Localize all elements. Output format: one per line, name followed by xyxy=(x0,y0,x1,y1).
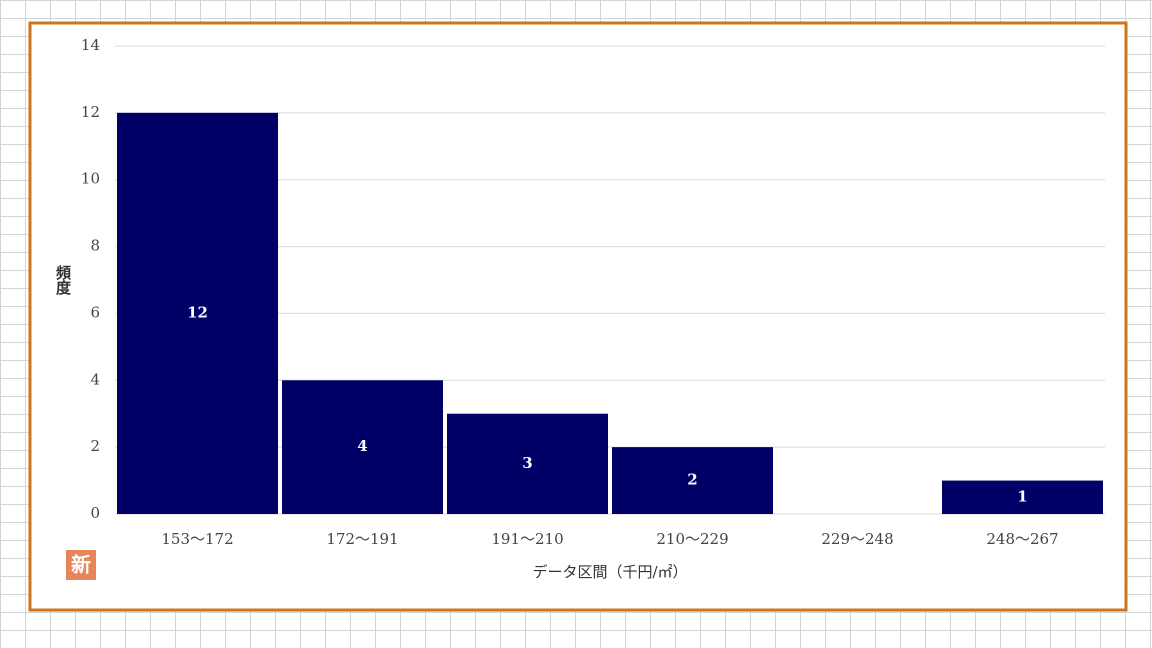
y-axis-title: 頻度 xyxy=(54,264,72,296)
y-tick-label: 0 xyxy=(90,504,100,522)
x-tick-label: 210～229 xyxy=(656,530,728,548)
bar xyxy=(942,480,1103,514)
data-label: 3 xyxy=(522,454,532,472)
bar xyxy=(117,112,278,514)
x-tick-label: 191～210 xyxy=(491,530,563,548)
y-tick-label: 2 xyxy=(90,437,100,455)
x-tick-label: 229～248 xyxy=(821,530,893,548)
y-tick-label: 4 xyxy=(90,370,100,388)
x-axis-title: データ区間（千円/㎡） xyxy=(532,563,687,581)
data-label: 1 xyxy=(1017,487,1027,505)
data-label: 12 xyxy=(187,303,208,321)
data-label: 2 xyxy=(687,471,697,489)
logo-badge xyxy=(66,550,96,580)
y-tick-label: 12 xyxy=(81,103,100,121)
bar xyxy=(282,380,443,514)
bar xyxy=(612,447,773,514)
bar xyxy=(447,413,608,514)
y-tick-label: 6 xyxy=(90,303,100,321)
x-tick-label: 172～191 xyxy=(326,530,398,548)
y-tick-label: 10 xyxy=(81,170,100,188)
x-tick-label: 153～172 xyxy=(161,530,233,548)
x-tick-label: 248～267 xyxy=(986,530,1058,548)
y-tick-label: 14 xyxy=(81,36,100,54)
y-tick-label: 8 xyxy=(90,237,100,255)
data-label: 4 xyxy=(357,437,367,455)
logo-text: 新 xyxy=(71,553,91,577)
